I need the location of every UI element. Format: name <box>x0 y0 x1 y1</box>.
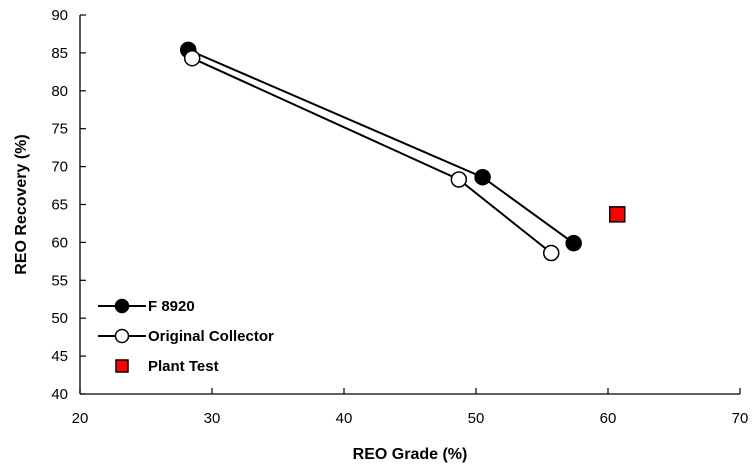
y-tick-label: 45 <box>51 348 68 365</box>
y-tick-label: 60 <box>51 234 68 251</box>
x-tick-label: 70 <box>732 410 749 427</box>
x-tick-label: 30 <box>204 410 221 427</box>
legend-label: F 8920 <box>148 298 195 315</box>
y-tick-label: 40 <box>51 386 68 403</box>
legend-entry: Original Collector <box>98 328 274 345</box>
y-tick-label: 90 <box>51 7 68 24</box>
series-line <box>191 57 552 254</box>
legend-entry: F 8920 <box>98 298 195 315</box>
y-axis-title: REO Recovery (%) <box>13 134 30 275</box>
x-tick-label: 60 <box>600 410 617 427</box>
y-tick-label: 75 <box>51 121 68 138</box>
series-original-collector <box>183 49 560 262</box>
series-plant-test <box>608 206 626 223</box>
legend-entry: Plant Test <box>115 358 219 375</box>
data-point <box>474 168 491 186</box>
data-point <box>565 234 582 252</box>
data-point <box>608 206 626 223</box>
legend-label: Original Collector <box>148 328 274 345</box>
legend-marker <box>114 298 130 314</box>
y-tick-label: 85 <box>51 45 68 62</box>
data-point <box>183 49 201 67</box>
legend-marker <box>114 328 130 344</box>
x-tick-label: 20 <box>72 410 89 427</box>
legend-marker <box>115 359 129 373</box>
y-tick-label: 50 <box>51 310 68 327</box>
data-point <box>542 244 560 262</box>
series-f-8920 <box>179 41 582 252</box>
series-line <box>187 48 575 244</box>
data-point <box>450 171 468 188</box>
x-tick-label: 40 <box>336 410 353 427</box>
y-tick-label: 55 <box>51 272 68 289</box>
y-tick-label: 70 <box>51 159 68 176</box>
y-tick-label: 80 <box>51 83 68 100</box>
series-layer <box>179 41 626 262</box>
y-tick-label: 65 <box>51 197 68 214</box>
x-axis-title: REO Grade (%) <box>353 446 468 463</box>
chart-legend: F 8920 Original Collector Plant Test <box>98 298 274 375</box>
x-tick-label: 50 <box>468 410 485 427</box>
chart-axes: 40 45 50 55 60 65 70 75 80 85 90 20 30 40 50 60 70 <box>51 7 748 427</box>
legend-label: Plant Test <box>148 358 219 375</box>
